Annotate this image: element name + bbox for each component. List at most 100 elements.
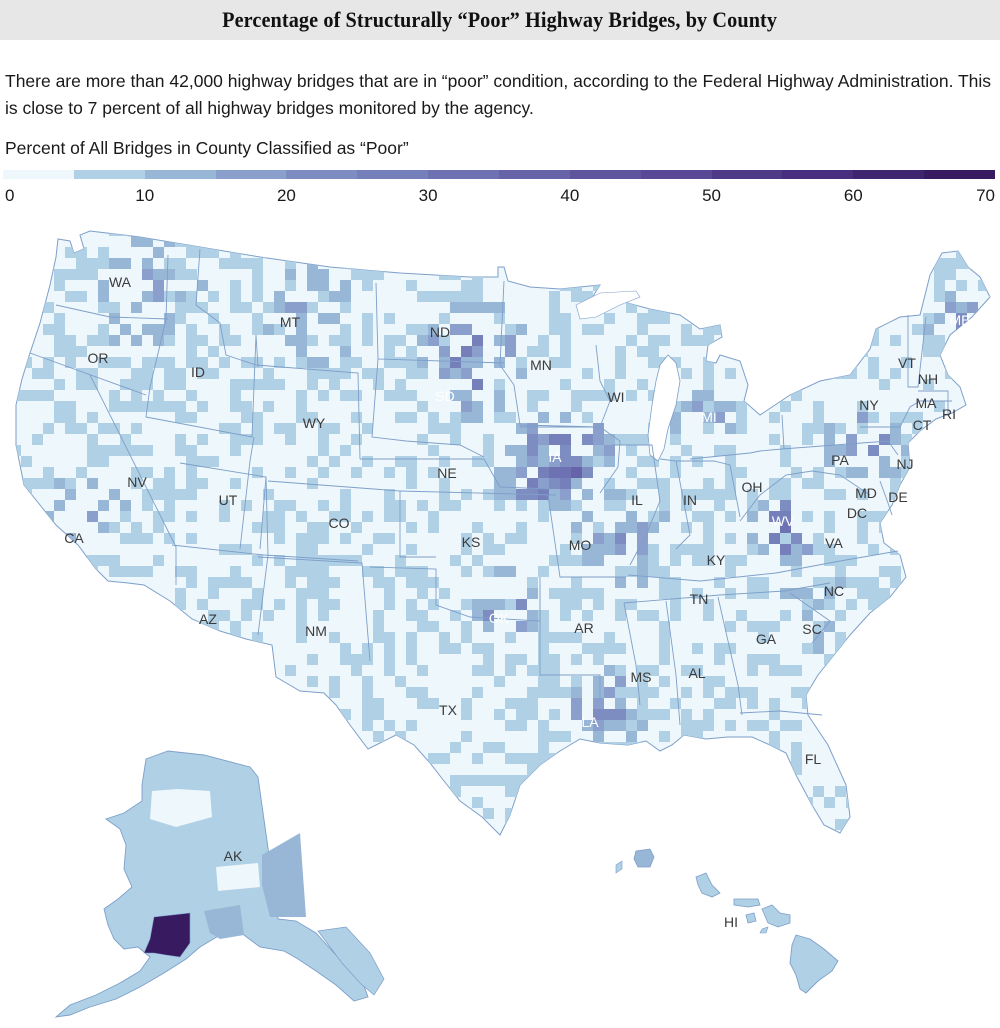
legend-swatch: [428, 170, 500, 179]
county-cell: [637, 577, 648, 588]
county-cell: [791, 687, 802, 698]
county-cell: [164, 511, 175, 522]
county-cell: [604, 687, 615, 698]
county-cell: [934, 335, 945, 346]
county-cell: [890, 654, 901, 665]
county-cell: [274, 247, 285, 258]
county-cell: [604, 500, 615, 511]
county-cell: [340, 654, 351, 665]
county-cell: [362, 654, 373, 665]
county-cell: [263, 511, 274, 522]
county-cell: [901, 456, 912, 467]
county-cell: [428, 621, 439, 632]
county-cell: [659, 731, 670, 742]
county-cell: [967, 830, 978, 835]
county-cell: [483, 533, 494, 544]
county-cell: [494, 566, 505, 577]
county-cell: [362, 698, 373, 709]
county-cell: [934, 423, 945, 434]
legend-tick-labels: 0 10 20 30 40 50 60 70: [0, 186, 1000, 208]
county-cell: [758, 544, 769, 555]
county-cell: [769, 533, 780, 544]
county-cell: [142, 269, 153, 280]
county-cell: [527, 445, 538, 456]
legend-swatch: [286, 170, 358, 179]
county-cell: [637, 566, 648, 577]
county-cell: [285, 231, 296, 236]
county-cell: [274, 379, 285, 390]
county-cell: [890, 291, 901, 302]
county-cell: [659, 335, 670, 346]
county-cell: [483, 599, 494, 610]
county-cell: [461, 236, 472, 247]
county-cell: [549, 478, 560, 489]
county-cell: [142, 467, 153, 478]
county-cell: [54, 401, 65, 412]
county-cell: [307, 357, 318, 368]
county-cell: [868, 412, 879, 423]
county-cell: [802, 588, 813, 599]
county-cell: [483, 544, 494, 555]
county-cell: [714, 500, 725, 511]
county-cell: [318, 368, 329, 379]
county-cell: [450, 247, 461, 258]
county-cell: [109, 709, 120, 720]
county-cell: [835, 236, 846, 247]
county-cell: [186, 456, 197, 467]
county-cell: [901, 720, 912, 731]
county-cell: [637, 742, 648, 753]
county-cell: [175, 412, 186, 423]
county-cell: [395, 786, 406, 797]
county-cell: [296, 401, 307, 412]
county-cell: [439, 489, 450, 500]
county-cell: [945, 698, 956, 709]
county-cell: [780, 500, 791, 511]
county-cell: [329, 291, 340, 302]
county-cell: [395, 566, 406, 577]
county-cell: [153, 511, 164, 522]
county-cell: [340, 258, 351, 269]
county-cell: [395, 676, 406, 687]
county-cell: [428, 335, 439, 346]
county-cell: [813, 313, 824, 324]
county-cell: [626, 731, 637, 742]
county-cell: [890, 566, 901, 577]
county-cell: [714, 654, 725, 665]
county-cell: [175, 599, 186, 610]
county-cell: [329, 423, 340, 434]
county-cell: [406, 544, 417, 555]
county-cell: [758, 720, 769, 731]
county-cell: [549, 489, 560, 500]
county-cell: [120, 511, 131, 522]
county-cell: [87, 742, 98, 753]
county-cell: [560, 632, 571, 643]
state-label-wy: WY: [303, 415, 326, 431]
county-cell: [263, 731, 274, 742]
county-cell: [923, 830, 934, 835]
county-cell: [120, 665, 131, 676]
county-cell: [417, 335, 428, 346]
county-cell: [340, 231, 351, 236]
county-cell: [604, 808, 615, 819]
county-cell: [637, 687, 648, 698]
county-cell: [923, 236, 934, 247]
county-cell: [153, 632, 164, 643]
county-cell: [43, 577, 54, 588]
county-cell: [307, 335, 318, 346]
county-cell: [923, 555, 934, 566]
county-cell: [43, 610, 54, 621]
county-cell: [989, 236, 990, 247]
county-cell: [406, 467, 417, 478]
county-cell: [890, 753, 901, 764]
county-cell: [747, 258, 758, 269]
county-cell: [65, 720, 76, 731]
county-cell: [505, 412, 516, 423]
county-cell: [230, 379, 241, 390]
county-cell: [318, 588, 329, 599]
county-cell: [98, 764, 109, 775]
county-cell: [516, 467, 527, 478]
county-cell: [483, 742, 494, 753]
county-cell: [604, 764, 615, 775]
county-cell: [153, 478, 164, 489]
county-cell: [692, 489, 703, 500]
